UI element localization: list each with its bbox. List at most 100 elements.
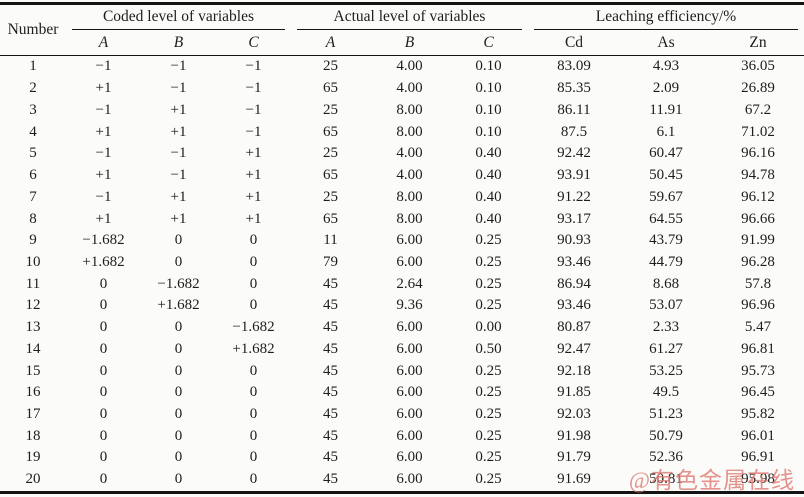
table-cell: −1 — [95, 188, 112, 205]
table-cell: 16 — [25, 384, 41, 401]
column-header-coded-a: A — [66, 30, 141, 56]
table-cell: 3 — [29, 101, 37, 118]
table-cell: 96.45 — [741, 384, 775, 401]
table-cell: 50.81 — [649, 471, 683, 488]
table-cell: 94.78 — [741, 167, 775, 184]
table-cell: 0 — [99, 362, 108, 379]
column-header-zn: Zn — [712, 30, 804, 56]
table-cell: 90.93 — [557, 232, 591, 249]
table-cell: 6.00 — [396, 384, 423, 401]
table-cell: 64.55 — [649, 210, 683, 227]
table-cell: 92.47 — [557, 340, 591, 357]
table-cell: 0 — [249, 471, 258, 488]
table-cell: 0.40 — [475, 145, 502, 162]
table-cell: 52.36 — [649, 449, 683, 466]
table-cell: +1 — [245, 188, 262, 205]
table-cell: 45 — [323, 427, 338, 444]
table-cell: +1 — [170, 188, 187, 205]
table-cell: 92.18 — [557, 362, 591, 379]
table-cell: 4 — [29, 123, 37, 140]
table-cell: 9.36 — [396, 297, 423, 314]
table-cell: −1.682 — [82, 232, 125, 249]
table-cell: −1 — [95, 58, 112, 75]
table-cell: 0 — [174, 449, 183, 466]
table-cell: 65 — [323, 123, 338, 140]
table-cell: 8 — [29, 210, 37, 227]
table-cell: 19 — [25, 449, 41, 466]
table-cell: 0 — [249, 275, 258, 292]
table-cell: −1 — [170, 58, 187, 75]
table-cell: 0 — [99, 427, 108, 444]
table-cell: 0 — [249, 406, 258, 422]
table-cell: 11.91 — [649, 101, 683, 118]
table-cell: 93.46 — [557, 297, 591, 314]
table-cell: 0.25 — [475, 362, 502, 379]
table-cell: 92.42 — [557, 145, 591, 162]
table-cell: 0.40 — [475, 210, 502, 227]
table-cell: +1 — [245, 145, 262, 162]
table-cell: 91.98 — [557, 427, 591, 444]
table-cell: +1 — [245, 167, 262, 184]
table-cell: 36.05 — [741, 58, 775, 75]
table-cell: −1 — [245, 123, 262, 140]
table-cell: 6.00 — [396, 340, 423, 357]
table-cell: 6.00 — [396, 362, 423, 379]
table-cell: 93.46 — [557, 253, 591, 270]
table-body: 1 −1 −1 −1 25 4.00 0.10 83.09 4.93 36.05 2 +1 −1 −1 65… — [0, 56, 804, 493]
column-header-number: Number — [0, 3, 66, 56]
table-cell: 45 — [323, 275, 338, 292]
table-row: 16 0 0 0 45 6.00 0.25 91.85 49.5 96.45 — [0, 382, 804, 404]
table-cell: −1 — [245, 58, 262, 75]
table-cell: 6.00 — [396, 232, 423, 249]
table-cell: 0 — [249, 232, 258, 249]
table-cell: 6 — [29, 167, 37, 184]
table-cell: 12 — [25, 297, 41, 314]
table-cell: 91.22 — [557, 188, 591, 205]
table-cell: 18 — [25, 427, 41, 444]
table-cell: 95.98 — [741, 471, 775, 488]
table-cell: 0.25 — [475, 427, 502, 444]
table-cell: 96.91 — [741, 449, 775, 466]
table-cell: 44.79 — [649, 253, 683, 270]
table-cell: −1 — [245, 80, 262, 97]
table-cell: 0 — [99, 406, 108, 422]
table-row: 6 +1 −1 +1 65 4.00 0.40 93.91 50.45 94.78 — [0, 165, 804, 187]
table-cell: 6.00 — [396, 449, 423, 466]
table-row: 7 −1 +1 +1 25 8.00 0.40 91.22 59.67 96.12 — [0, 186, 804, 208]
table-cell: 43.79 — [649, 232, 683, 249]
table-cell: +1 — [170, 210, 187, 227]
table-row: 13 0 0 −1.682 45 6.00 0.00 80.87 2.33 5.47 — [0, 317, 804, 339]
table-cell: 2.33 — [652, 319, 680, 336]
table-cell: 60.47 — [649, 145, 683, 162]
table-cell: 45 — [323, 471, 338, 488]
table-cell: 0 — [99, 297, 108, 314]
table-cell: +1 — [95, 80, 112, 97]
table-cell: 4.00 — [396, 167, 423, 184]
table-cell: 45 — [323, 319, 338, 336]
column-header-actual-b: B — [370, 30, 449, 56]
table-cell: −1 — [245, 101, 262, 118]
table-cell: 0.10 — [475, 80, 502, 97]
table-cell: +1 — [170, 123, 187, 140]
table-cell: −1 — [170, 167, 187, 184]
table-row: 9 −1.682 0 0 11 6.00 0.25 90.93 43.79 91.99 — [0, 230, 804, 252]
table-cell: 93.17 — [557, 210, 591, 227]
table-cell: 0 — [174, 340, 183, 357]
table-cell: 83.09 — [557, 58, 591, 75]
table-cell: 0.40 — [475, 188, 502, 205]
table-row: 1 −1 −1 −1 25 4.00 0.10 83.09 4.93 36.05 — [0, 56, 804, 78]
table-cell: 96.96 — [741, 297, 775, 314]
table-cell: 8.00 — [396, 188, 423, 205]
table-cell: 0 — [174, 384, 183, 401]
table-cell: 51.23 — [649, 406, 683, 422]
table-cell: 96.12 — [741, 188, 775, 205]
table-cell: 0 — [249, 362, 258, 379]
table-cell: 57.8 — [744, 275, 772, 292]
table-cell: +1.682 — [157, 297, 200, 314]
table-cell: 6.00 — [396, 406, 423, 422]
table-cell: 6.00 — [396, 427, 423, 444]
column-header-actual-a: A — [291, 30, 370, 56]
table-row: 14 0 0 +1.682 45 6.00 0.50 92.47 61.27 96.81 — [0, 338, 804, 360]
table-cell: 80.87 — [557, 319, 591, 336]
table-cell: 0 — [99, 384, 108, 401]
